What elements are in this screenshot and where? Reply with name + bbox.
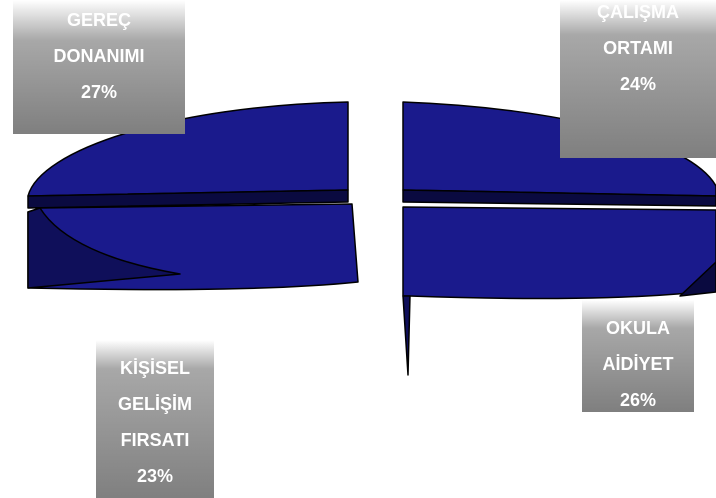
pie-slice-okula-aidiyet xyxy=(402,206,716,300)
slice-label-line: OKULA xyxy=(606,318,670,338)
pie-slice-gerec-donanimi-side xyxy=(27,189,349,209)
pie-slice-kisisel-gelisim-firsati-side xyxy=(27,207,181,289)
pie-slice-okula-aidiyet-side xyxy=(402,295,411,376)
slice-label-line: AİDİYET xyxy=(602,354,674,374)
slice-value-label: 27% xyxy=(80,82,118,102)
slice-label-kisisel-gelisim-firsati: KİŞİSEL GELİŞİM FIRSATI 23% xyxy=(96,340,214,498)
pie-slice-gerec-donanimi xyxy=(27,101,349,197)
slice-value-label: 26% xyxy=(619,390,657,410)
slice-label-line: FIRSATI xyxy=(120,430,190,450)
slice-label-calisma-ortami: ÇALIŞMA ORTAMI 24% xyxy=(560,0,716,158)
slice-label-line: GEREÇ xyxy=(66,10,131,30)
pie-slice-calisma-ortami-side xyxy=(402,189,716,207)
slice-value-label: 23% xyxy=(136,466,174,486)
slice-value-label: 24% xyxy=(619,74,657,94)
slice-label-line: DONANIMI xyxy=(53,46,145,66)
slice-label-line: GELİŞİM xyxy=(117,394,192,414)
slice-label-line: KİŞİSEL xyxy=(119,358,190,378)
slice-label-gerec-donanimi: GEREÇ DONANIMI 27% xyxy=(13,0,185,134)
slice-label-line: ÇALIŞMA xyxy=(597,2,679,22)
pie-slice-okula-aidiyet-edge xyxy=(679,261,716,297)
slice-label-line: ORTAMI xyxy=(603,38,673,58)
slice-label-okula-aidiyet: OKULA AİDİYET 26% xyxy=(582,300,694,412)
